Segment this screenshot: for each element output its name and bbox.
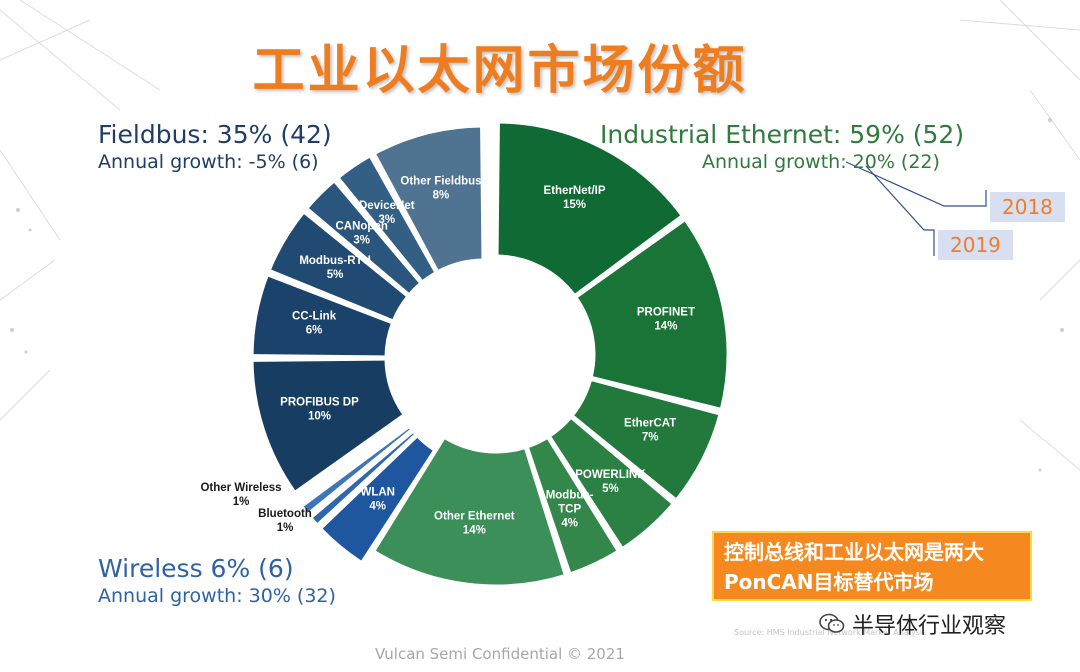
slice-label-wlan: WLAN 4% <box>360 486 395 512</box>
slice-other-ethernet <box>371 435 568 588</box>
slice-label-devicenet: DeviceNet 3% <box>359 200 415 226</box>
watermark-text: 半导体行业观察 <box>852 614 1007 639</box>
slide-title: 工业以太网市场份额 <box>252 41 748 101</box>
slice-bluetooth <box>308 429 418 528</box>
slice-canopen <box>304 178 423 297</box>
slice-devicenet <box>335 153 438 284</box>
slice-label-profinet: PROFINET 14% <box>637 307 695 333</box>
donut-labels: EtherNet/IP 15% PROFINET 14% EtherCAT 7% POWER… <box>200 175 695 536</box>
slice-label-cc-link: CC-Link 6% <box>292 311 337 337</box>
year-2019-label: 2019 <box>938 230 1013 260</box>
slice-label-other-fieldbus: Other Fieldbus 8% <box>400 175 481 201</box>
slice-modbus-rtu <box>267 209 410 323</box>
year-connector-lines <box>845 161 987 256</box>
wireless-heading: Wireless 6% (6) <box>98 554 294 583</box>
ethernet-growth: Annual growth: 20% (22) <box>702 151 940 173</box>
slice-label-modbus-tcp: Modbus-TCP 4% <box>546 490 594 530</box>
slice-label-ethercat: EtherCAT 7% <box>624 418 676 444</box>
ethernet-heading: Industrial Ethernet: 59% (52) <box>600 120 965 149</box>
fieldbus-summary: Fieldbus: 35% (42) Annual growth: -5% (6… <box>98 120 332 174</box>
slice-label-other-ethernet: Other Ethernet 14% <box>434 511 515 537</box>
slice-cc-link <box>250 272 395 359</box>
slice-label-canopen: CANopen 3% <box>335 221 387 247</box>
wireless-summary: Wireless 6% (6) Annual growth: 30% (32) <box>98 554 336 608</box>
wechat-icon <box>819 613 845 633</box>
slice-other-wireless <box>299 424 414 517</box>
slice-powerlink <box>547 415 676 551</box>
slice-ethernet-ip <box>495 120 685 298</box>
slice-ethercat <box>570 377 722 503</box>
slice-wlan <box>318 433 437 565</box>
slice-label-ethernet-ip: EtherNet/IP 15% <box>544 185 606 211</box>
slice-label-bluetooth: Bluetooth 1% <box>258 508 312 534</box>
fieldbus-growth: Annual growth: -5% (6) <box>98 151 319 173</box>
slice-label-modbus-rtu: Modbus-RTU 5% <box>299 255 371 281</box>
fieldbus-heading: Fieldbus: 35% (42) <box>98 120 332 149</box>
donut-slices <box>250 120 730 588</box>
year-2018-label: 2018 <box>990 192 1065 222</box>
ethernet-summary: Industrial Ethernet: 59% (52) Annual gro… <box>600 120 964 174</box>
slice-label-other-wireless: Other Wireless 1% <box>200 482 281 508</box>
slice-label-powerlink: POWERLINK 5% <box>575 469 646 495</box>
slice-modbus-tcp <box>525 435 621 576</box>
slice-profinet <box>573 217 730 412</box>
confidential-footer: Vulcan Semi Confidential © 2021 <box>375 645 625 663</box>
slice-other-fieldbus <box>372 124 485 274</box>
wireless-growth: Annual growth: 30% (32) <box>98 585 336 607</box>
slice-label-profibus-dp: PROFIBUS DP 10% <box>280 396 359 422</box>
callout-box: 控制总线和工业以太网是两大 PonCAN目标替代市场 <box>712 531 1032 601</box>
callout-line-2: PonCAN目标替代市场 <box>724 570 934 594</box>
watermark: 半导体行业观察 <box>818 608 1006 640</box>
callout-line-1: 控制总线和工业以太网是两大 <box>724 540 984 564</box>
slice-profibus-dp <box>250 357 407 495</box>
source-note: Source: HMS Industrial Network Market An… <box>734 628 927 637</box>
